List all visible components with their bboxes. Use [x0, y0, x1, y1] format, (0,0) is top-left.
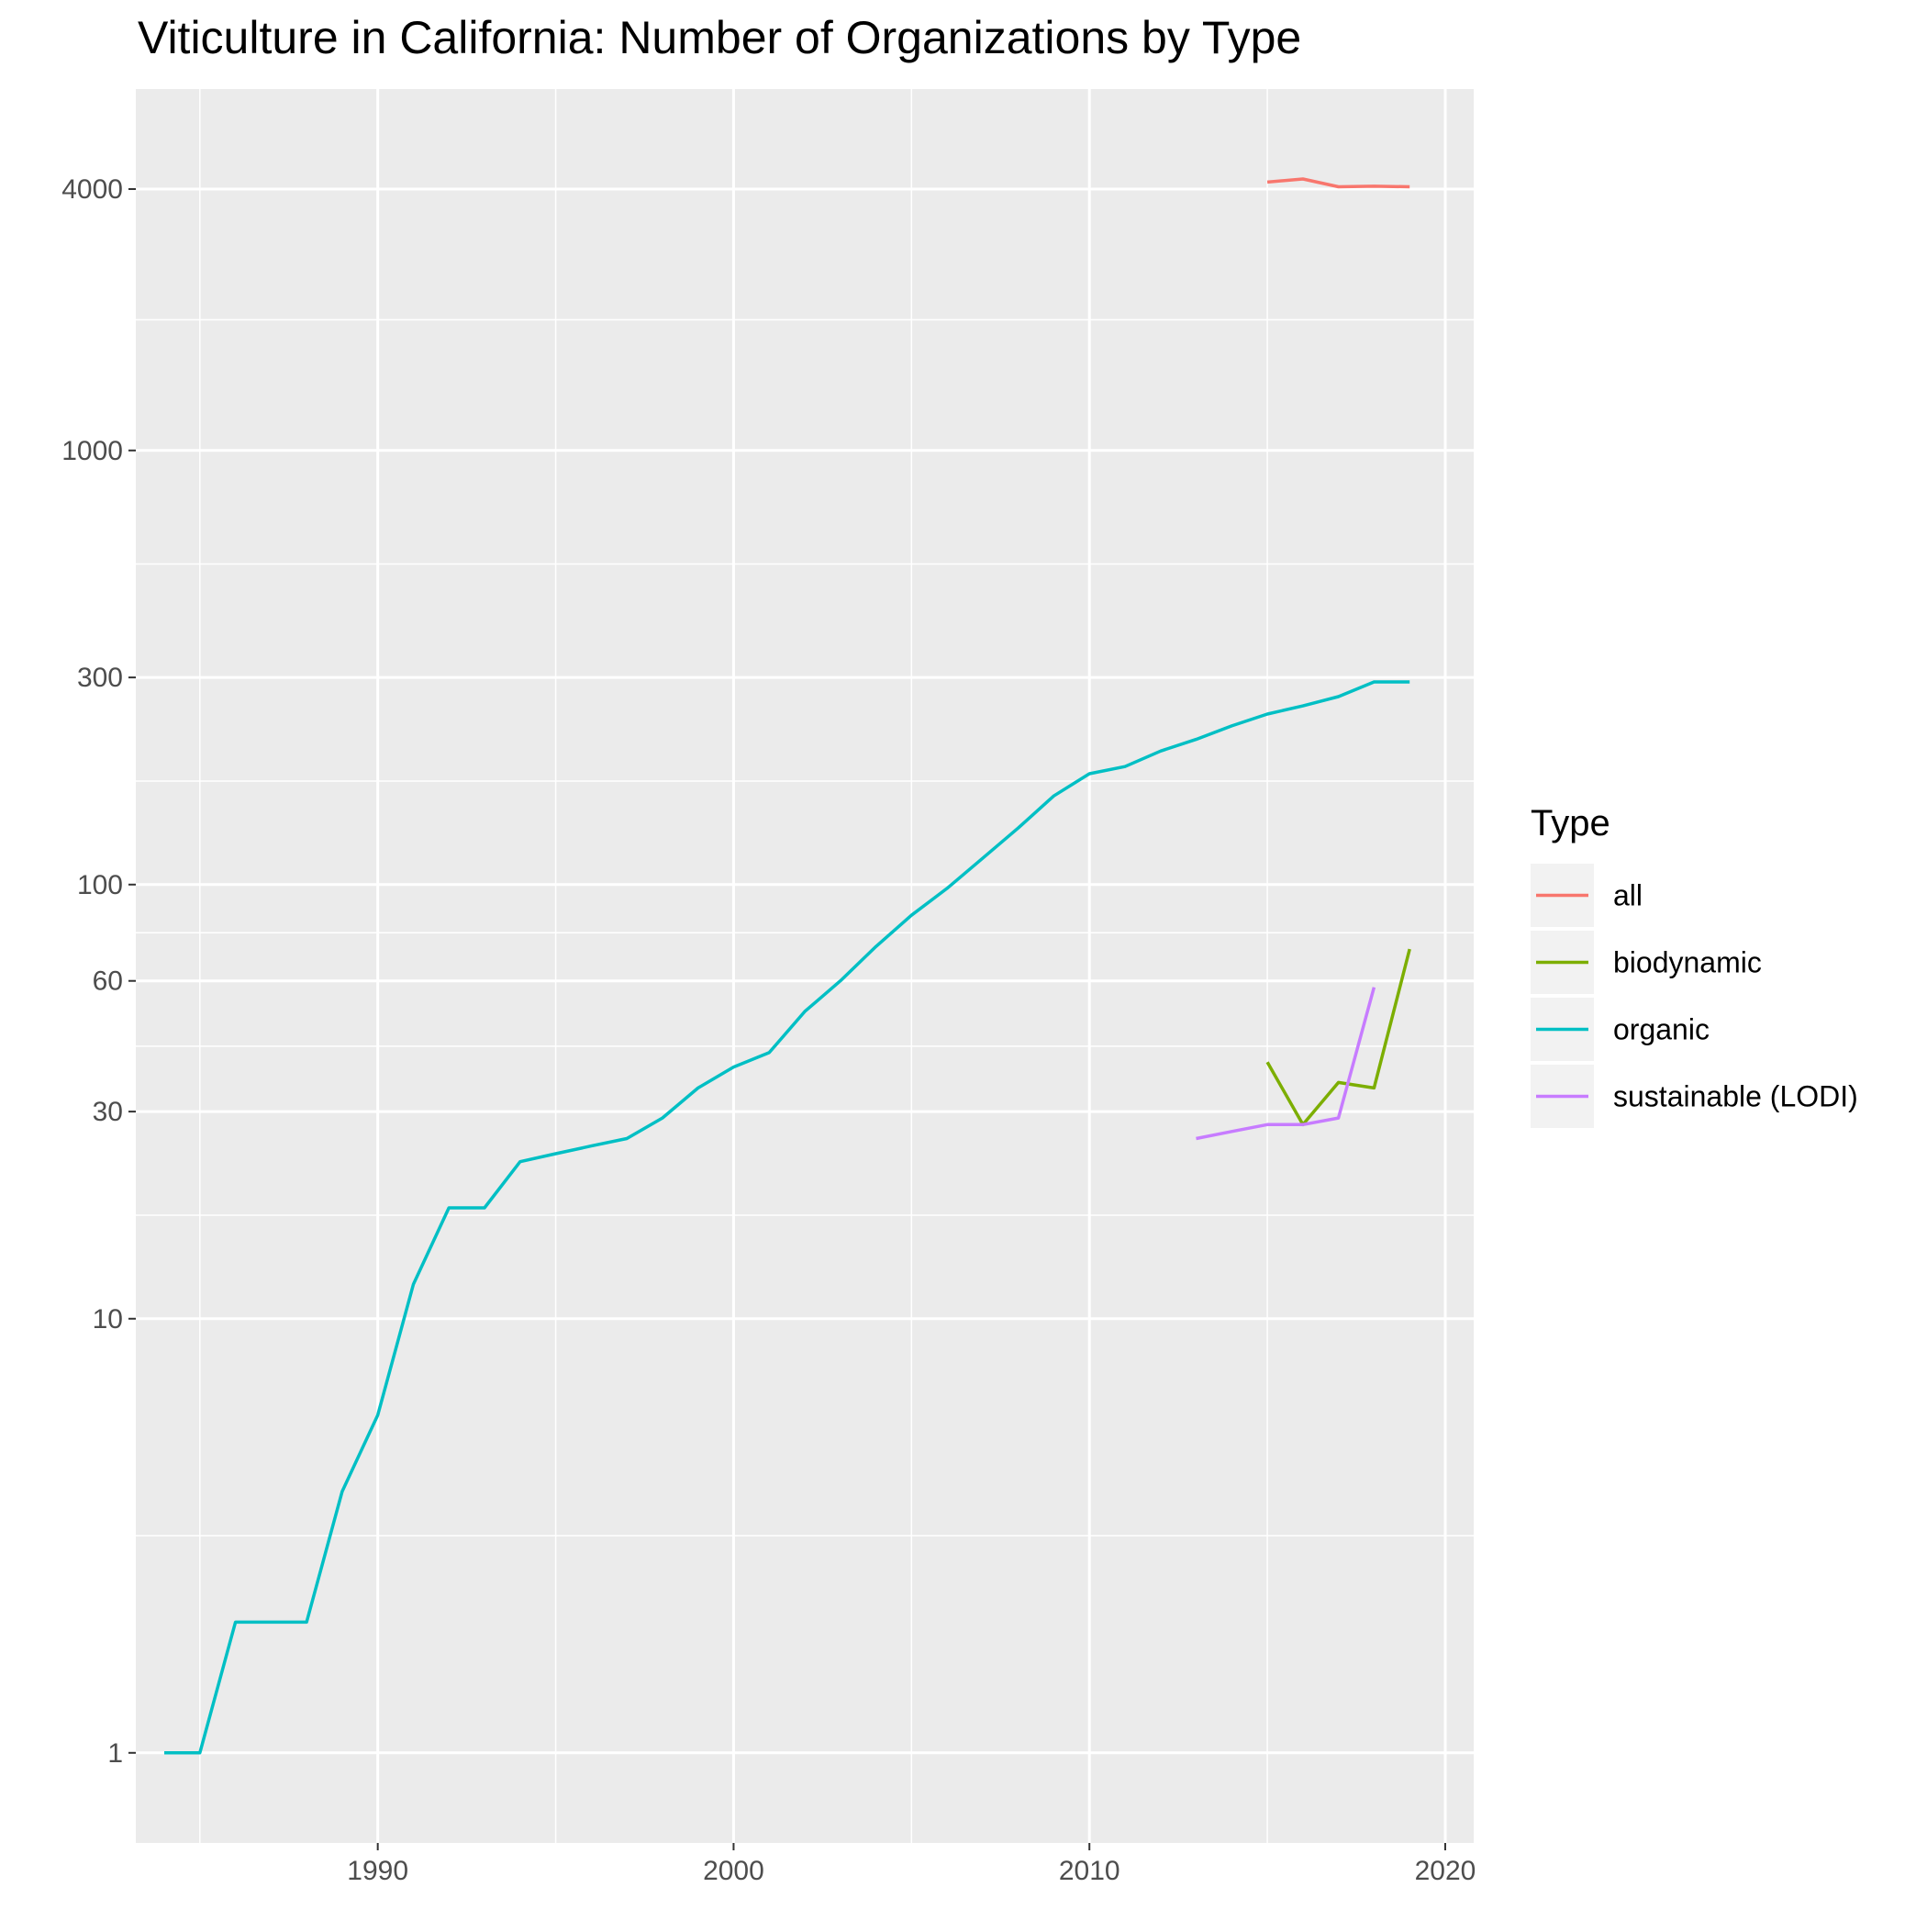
y-tick-label: 10: [93, 1304, 123, 1335]
minor-gridlines: [136, 89, 1474, 1843]
legend-label-sustainable-lodi: sustainable (LODI): [1613, 1080, 1858, 1113]
y-tick-label: 300: [77, 663, 123, 693]
y-tick-label: 60: [93, 966, 123, 997]
x-tick-label: 1990: [347, 1856, 408, 1886]
x-tick-label: 2010: [1059, 1856, 1120, 1886]
y-axis: 1 10 30 60 100 300 1000 4000: [61, 174, 136, 1769]
x-axis: 1990 2000 2010 2020: [347, 1843, 1476, 1886]
legend-label-biodynamic: biodynamic: [1613, 946, 1762, 979]
legend-label-all: all: [1613, 879, 1643, 912]
x-tick-label: 2000: [703, 1856, 764, 1886]
legend-title: Type: [1531, 803, 1610, 843]
y-tick-label: 30: [93, 1097, 123, 1127]
series-line-all: [1266, 177, 1410, 189]
x-tick-label: 2020: [1415, 1856, 1476, 1886]
legend: Type all biodynamic organic sustainable (LO…: [1531, 803, 1858, 1128]
major-gridlines: [136, 89, 1474, 1843]
legend-label-organic: organic: [1613, 1013, 1710, 1046]
y-tick-label: 1000: [61, 436, 123, 466]
y-tick-label: 4000: [61, 174, 123, 205]
chart-title: Viticulture in California: Number of Org…: [138, 12, 1301, 63]
y-tick-label: 100: [77, 870, 123, 900]
series-lines: [164, 177, 1411, 1755]
series-line-biodynamic: [1265, 948, 1411, 1127]
plot-panel: [136, 89, 1474, 1843]
series-line-sustainable-lodi: [1196, 987, 1376, 1141]
series-line-organic: [164, 680, 1410, 1755]
y-tick-label: 1: [107, 1738, 123, 1769]
